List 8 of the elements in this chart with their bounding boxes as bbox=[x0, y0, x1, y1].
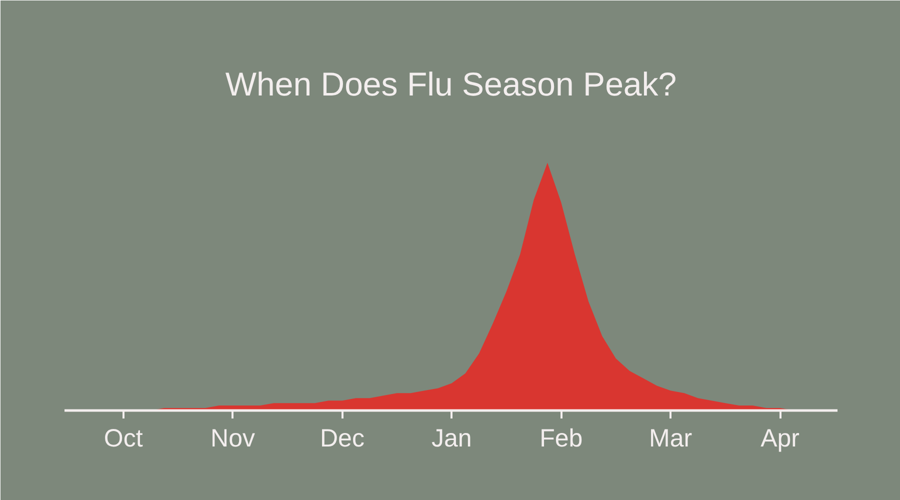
x-tick-label: Nov bbox=[210, 424, 256, 452]
x-tick-label: Apr bbox=[760, 424, 800, 452]
x-tick-label: Oct bbox=[104, 424, 143, 452]
x-tick-label: Feb bbox=[540, 424, 583, 452]
x-tick-label: Dec bbox=[320, 424, 364, 452]
chart-title: When Does Flu Season Peak? bbox=[225, 66, 677, 102]
x-tick-label: Jan bbox=[432, 424, 472, 452]
x-tick-label: Mar bbox=[649, 424, 692, 452]
